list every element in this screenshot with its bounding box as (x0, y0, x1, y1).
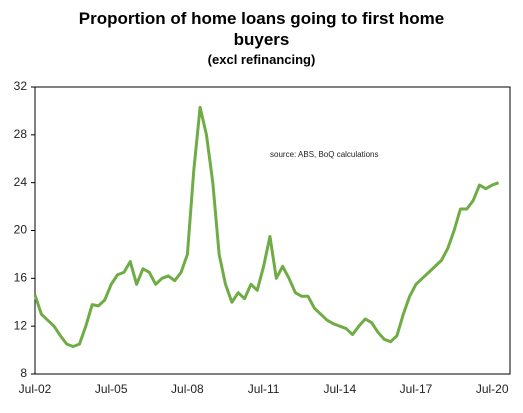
chart-title: Proportion of home loans going to first … (78, 9, 445, 49)
y-tick-label: 24 (14, 175, 28, 189)
plot-frame (34, 86, 511, 375)
chart-subtitle: (excl refinancing) (207, 52, 316, 67)
y-tick-label: 12 (14, 318, 28, 332)
x-tick-label: Jul-08 (171, 382, 204, 396)
x-tick-label: Jul-17 (400, 382, 433, 396)
x-tick-label: Jul-02 (19, 382, 52, 396)
title-block: Proportion of home loans going to first … (0, 8, 523, 67)
annotation: source: ABS, BoQ calculations (270, 150, 379, 159)
x-tick-label: Jul-14 (323, 382, 356, 396)
y-tick-label: 32 (14, 79, 28, 93)
x-tick-label: Jul-05 (95, 382, 128, 396)
y-tick-label: 8 (20, 366, 27, 380)
x-tick-label: Jul-11 (248, 382, 280, 396)
data-line (33, 105, 500, 348)
x-tick-label: Jul-20 (476, 382, 509, 396)
y-tick-label: 16 (14, 271, 28, 285)
y-tick-label: 20 (14, 223, 28, 237)
y-tick-label: 28 (14, 127, 28, 141)
